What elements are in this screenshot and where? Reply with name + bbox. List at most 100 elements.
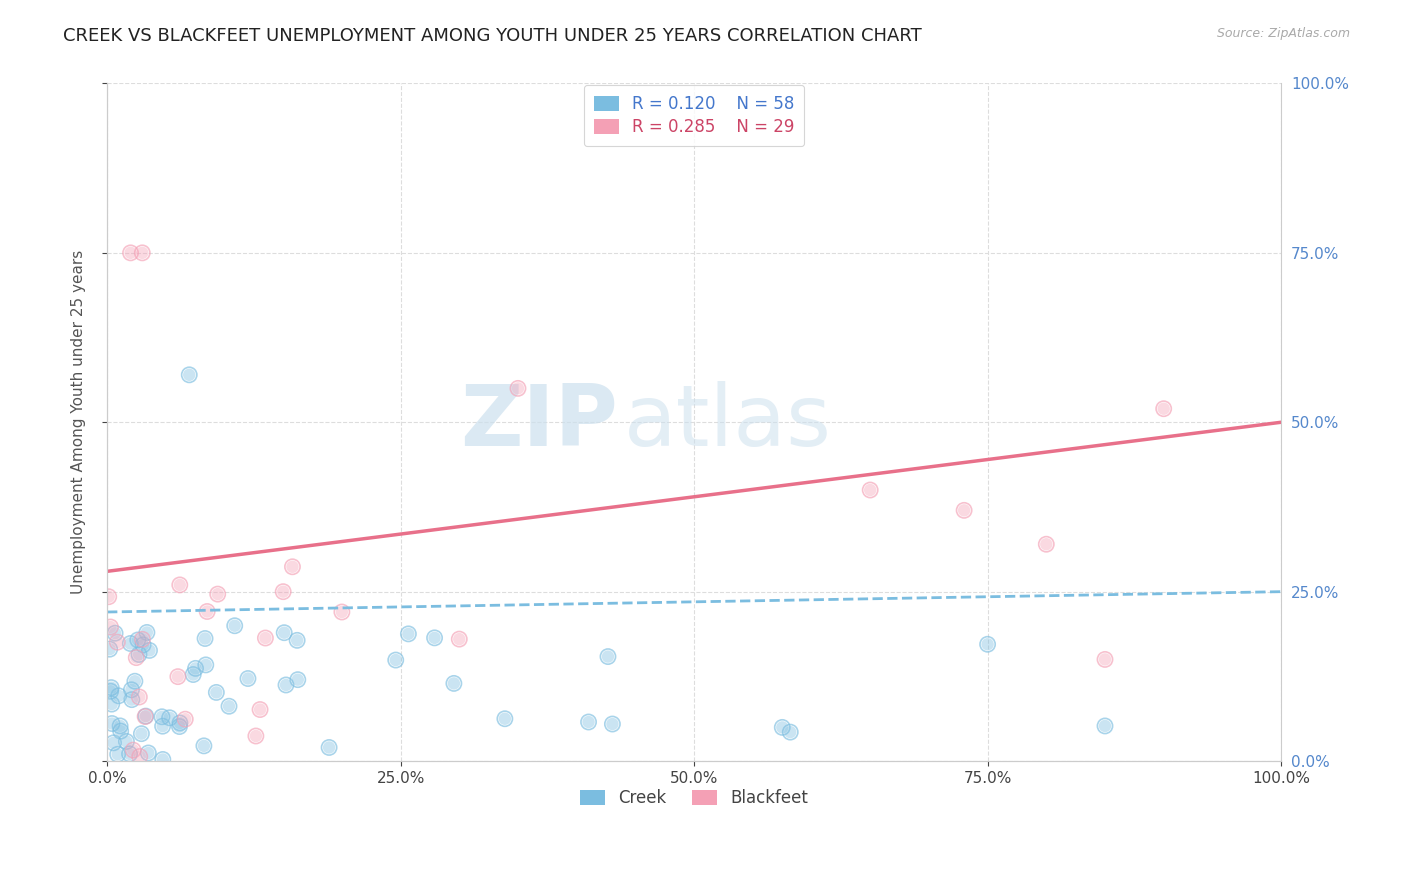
Point xyxy=(281,559,304,574)
Point xyxy=(118,747,141,761)
Point xyxy=(287,673,309,687)
Point xyxy=(205,685,228,699)
Point xyxy=(131,632,153,647)
Point xyxy=(249,702,271,716)
Point xyxy=(124,674,146,689)
Point xyxy=(578,714,600,729)
Point xyxy=(138,643,160,657)
Point xyxy=(184,661,207,675)
Point xyxy=(506,381,529,395)
Point xyxy=(273,625,295,640)
Point xyxy=(1153,401,1175,416)
Point xyxy=(1035,537,1057,551)
Point xyxy=(207,587,229,601)
Point xyxy=(134,709,156,723)
Point xyxy=(121,692,143,706)
Point xyxy=(121,692,143,706)
Point xyxy=(423,631,446,645)
Point xyxy=(135,625,157,640)
Point xyxy=(224,618,246,632)
Point xyxy=(236,672,259,686)
Point xyxy=(118,747,141,761)
Point xyxy=(120,682,142,697)
Point xyxy=(131,632,153,647)
Point xyxy=(101,716,124,731)
Text: CREEK VS BLACKFEET UNEMPLOYMENT AMONG YOUTH UNDER 25 YEARS CORRELATION CHART: CREEK VS BLACKFEET UNEMPLOYMENT AMONG YO… xyxy=(63,27,922,45)
Point xyxy=(120,245,142,260)
Point xyxy=(169,720,191,734)
Point xyxy=(136,746,159,760)
Point xyxy=(132,638,155,652)
Point xyxy=(494,712,516,726)
Point xyxy=(110,724,132,739)
Point xyxy=(100,620,122,634)
Point xyxy=(150,710,173,724)
Point xyxy=(318,740,340,755)
Point xyxy=(281,559,304,574)
Point xyxy=(131,726,153,740)
Point xyxy=(254,631,277,645)
Point xyxy=(159,711,181,725)
Point xyxy=(181,667,204,681)
Point xyxy=(135,709,157,723)
Point xyxy=(396,627,419,641)
Point xyxy=(770,720,793,734)
Point xyxy=(859,483,882,497)
Point xyxy=(100,684,122,698)
Point xyxy=(195,605,218,619)
Point xyxy=(443,676,465,690)
Point xyxy=(330,605,353,619)
Point xyxy=(100,697,122,711)
Point xyxy=(1035,537,1057,551)
Point xyxy=(120,636,142,650)
Point xyxy=(181,667,204,681)
Point xyxy=(125,650,148,665)
Point xyxy=(152,752,174,766)
Point xyxy=(167,670,190,684)
Point xyxy=(179,368,201,382)
Point xyxy=(132,638,155,652)
Point xyxy=(179,368,201,382)
Point xyxy=(127,632,149,647)
Point xyxy=(120,245,142,260)
Point xyxy=(104,626,127,640)
Point xyxy=(169,720,191,734)
Point xyxy=(100,681,122,695)
Point xyxy=(108,719,131,733)
Point xyxy=(131,726,153,740)
Point xyxy=(135,709,157,723)
Point xyxy=(108,719,131,733)
Point xyxy=(131,245,153,260)
Point xyxy=(128,690,150,704)
Point xyxy=(194,657,217,672)
Point xyxy=(396,627,419,641)
Point xyxy=(330,605,353,619)
Point xyxy=(602,717,624,731)
Point xyxy=(98,642,121,657)
Point xyxy=(97,590,120,604)
Text: atlas: atlas xyxy=(624,381,831,464)
Point xyxy=(152,719,174,733)
Point xyxy=(494,712,516,726)
Point xyxy=(245,729,267,743)
Point xyxy=(107,747,129,762)
Point xyxy=(1094,719,1116,733)
Point xyxy=(105,635,128,649)
Point xyxy=(184,661,207,675)
Point xyxy=(120,682,142,697)
Point xyxy=(287,673,309,687)
Point xyxy=(274,678,297,692)
Point xyxy=(449,632,471,646)
Point xyxy=(103,736,125,750)
Point xyxy=(224,618,246,632)
Point xyxy=(578,714,600,729)
Point xyxy=(174,712,197,726)
Point xyxy=(169,716,191,731)
Point xyxy=(193,739,215,753)
Point xyxy=(271,584,294,599)
Point xyxy=(285,633,308,648)
Point xyxy=(1094,652,1116,666)
Point xyxy=(602,717,624,731)
Point xyxy=(779,725,801,739)
Point xyxy=(194,632,217,646)
